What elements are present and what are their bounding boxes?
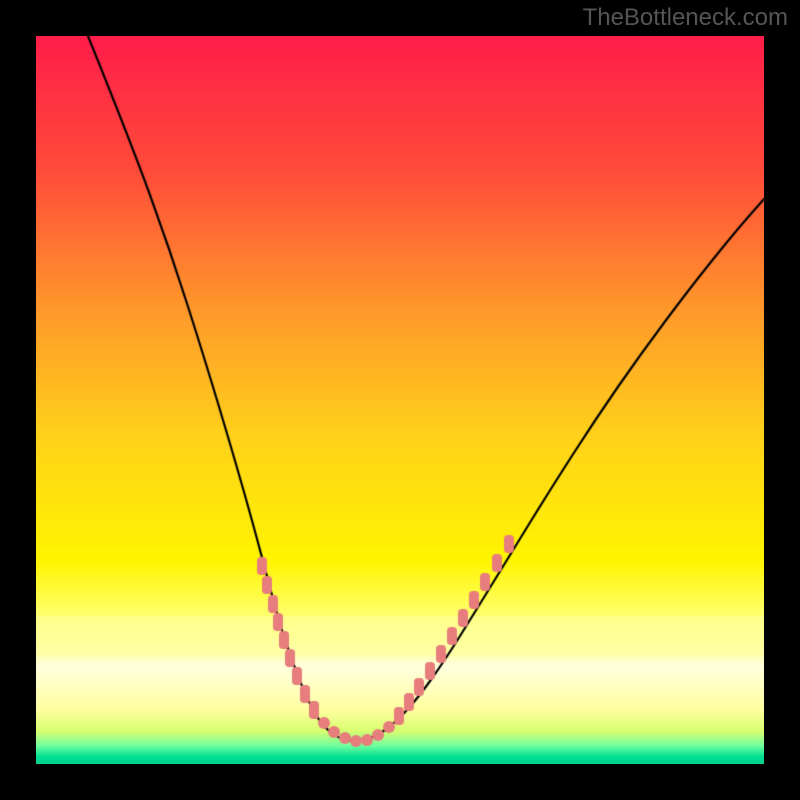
watermark-text: TheBottleneck.com — [583, 4, 788, 32]
bottleneck-curve — [36, 36, 764, 764]
chart-frame: TheBottleneck.com — [0, 0, 800, 800]
